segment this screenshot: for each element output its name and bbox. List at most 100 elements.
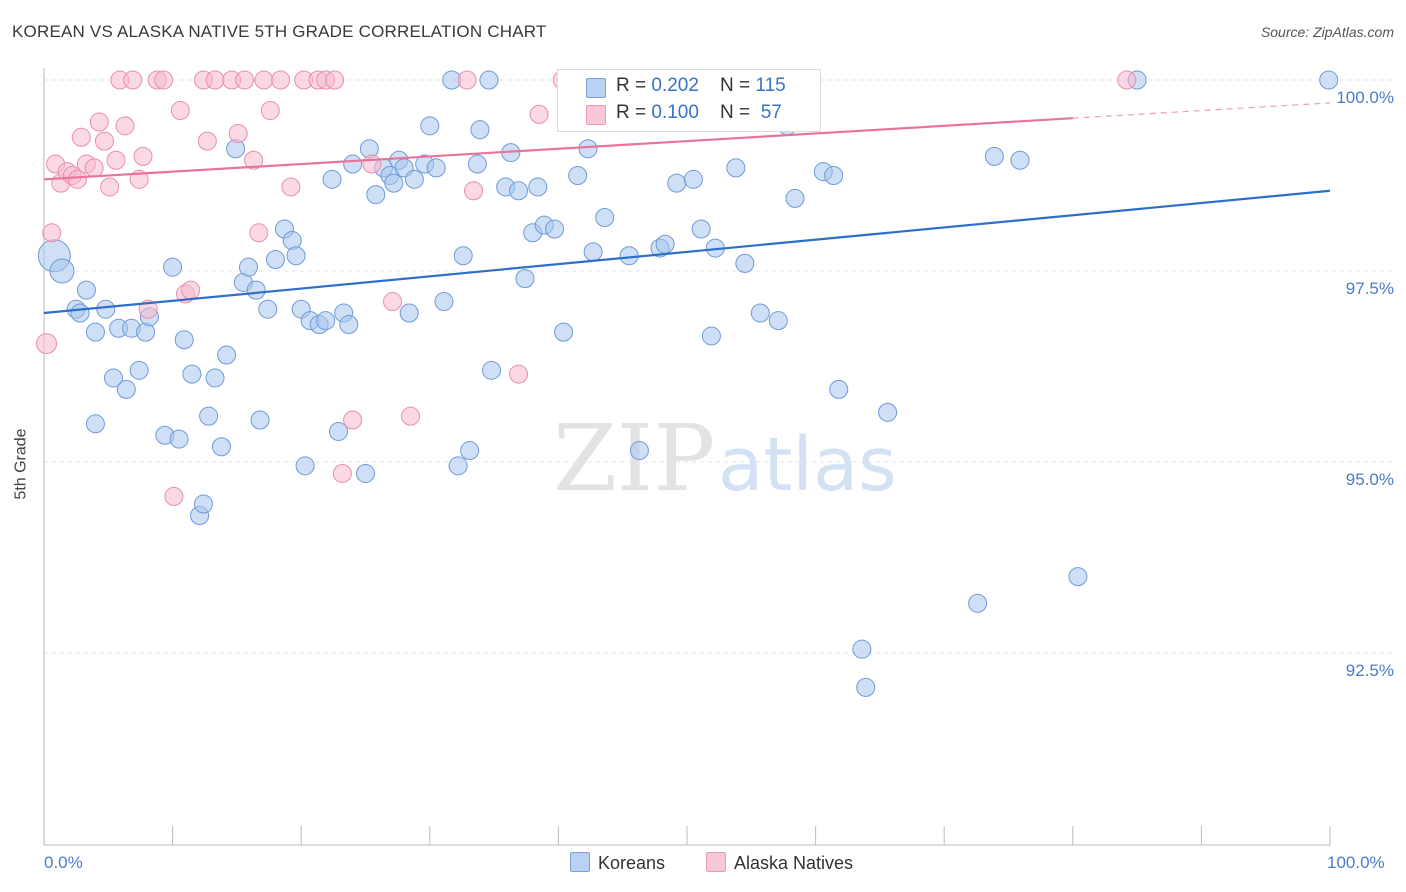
korean-point: [96, 299, 116, 319]
chart-title: KOREAN VS ALASKA NATIVE 5TH GRADE CORREL…: [12, 22, 547, 41]
alaska-native-point: [325, 70, 345, 90]
korean-point: [785, 188, 805, 208]
korean-point: [384, 173, 404, 193]
korean-point: [199, 406, 219, 426]
alaska-trend-line: [43, 117, 1073, 181]
korean-point: [328, 421, 348, 441]
korean-stats-row: R = 0.202 N = 115: [616, 75, 786, 97]
alaska-native-point: [115, 116, 135, 136]
alaska-native-point: [42, 223, 62, 243]
korean-point: [76, 280, 96, 300]
korean-point: [70, 303, 90, 323]
alaska-native-point: [343, 410, 363, 430]
korean-point: [322, 169, 342, 189]
korean-point: [434, 292, 454, 312]
korean-point: [691, 219, 711, 239]
korean-point: [984, 146, 1004, 166]
korean-point: [258, 299, 278, 319]
korean-point: [460, 441, 480, 461]
korean-point: [211, 437, 231, 457]
korean-point: [169, 429, 189, 449]
legend-item-alaska-natives: Alaska Natives: [706, 852, 853, 874]
n-label: N =: [720, 75, 756, 96]
korean-point: [356, 463, 375, 483]
korean-point: [1010, 150, 1030, 170]
source-label: Source: ZipAtlas.com: [1260, 24, 1394, 40]
alaska-native-point: [235, 70, 255, 90]
korean-point: [683, 169, 703, 189]
korean-point: [568, 166, 588, 185]
axes-layer: [43, 68, 1331, 846]
y-tick-label: 92.5%: [1345, 661, 1394, 680]
alaska-native-point: [89, 112, 109, 132]
x-tick-label: 100.0%: [1327, 853, 1385, 872]
koreans-legend-label: Koreans: [598, 853, 666, 873]
watermark: ZIP atlas: [553, 405, 897, 512]
series-alaska-natives: [36, 70, 1137, 506]
alaska-native-point: [464, 181, 484, 201]
korean-point: [578, 139, 598, 159]
alaska-native-point: [36, 333, 58, 355]
korean-point: [420, 116, 440, 136]
korean-point: [515, 269, 535, 289]
korean-swatch: [586, 78, 606, 98]
series-koreans: [37, 70, 1339, 697]
koreans-legend-swatch: [570, 852, 590, 872]
watermark-atlas: atlas: [718, 422, 897, 508]
alaska-native-point: [260, 101, 280, 121]
korean-point: [246, 280, 266, 300]
alaska-native-point: [164, 486, 184, 506]
watermark-zip: ZIP: [553, 405, 715, 512]
r-label: R =: [616, 75, 652, 96]
alaska-native-point: [244, 150, 264, 170]
alaska-swatch: [586, 105, 606, 125]
korean-point: [103, 368, 123, 388]
alaska-native-point: [94, 131, 114, 151]
korean-point: [479, 70, 499, 90]
alaska-native-point: [106, 150, 126, 170]
korean-point: [343, 154, 363, 174]
korean-point: [768, 311, 788, 331]
korean-trend-line: [43, 189, 1331, 315]
alaska-native-point: [509, 364, 529, 384]
korean-point: [238, 257, 258, 277]
korean-point: [116, 379, 136, 399]
r-value: 0.100: [651, 102, 699, 123]
korean-point: [467, 154, 487, 174]
alaska-native-point: [383, 292, 403, 312]
alaska-native-point: [154, 70, 174, 90]
korean-point: [295, 456, 315, 476]
korean-point: [655, 234, 675, 254]
korean-point: [470, 120, 490, 140]
alaska-stats-row: R = 0.100 N = 57: [616, 102, 782, 124]
alaska-native-point: [100, 177, 120, 197]
alaska-native-point: [529, 104, 549, 124]
stats-legend: R = 0.202 N = 115 R = 0.100 N = 57: [557, 69, 821, 132]
alaska-native-point: [138, 299, 158, 319]
korean-point: [1068, 567, 1088, 587]
korean-point: [852, 639, 872, 659]
n-value: 57: [755, 102, 782, 123]
korean-point: [250, 410, 270, 430]
korean-point: [1319, 70, 1339, 90]
alaska-legend-swatch: [706, 852, 726, 872]
korean-point: [528, 177, 548, 197]
korean-point: [339, 314, 359, 334]
alaska-native-point: [197, 131, 217, 151]
korean-point: [750, 303, 770, 323]
n-label: N =: [720, 102, 756, 123]
korean-point: [595, 208, 615, 228]
korean-point: [482, 360, 502, 380]
korean-point: [193, 494, 213, 514]
korean-point: [404, 169, 424, 189]
alaska-native-point: [170, 101, 190, 121]
alaska-native-point: [271, 70, 291, 90]
trend-layer: [43, 102, 1331, 315]
alaska-native-point: [205, 70, 225, 90]
alaska-native-point: [254, 70, 274, 90]
korean-point: [174, 330, 194, 350]
korean-point: [509, 181, 529, 201]
korean-point: [453, 246, 473, 266]
alaska-native-point: [281, 177, 301, 197]
